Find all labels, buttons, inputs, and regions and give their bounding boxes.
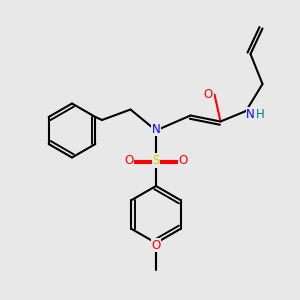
Text: S: S xyxy=(152,154,160,167)
Text: N: N xyxy=(152,122,160,136)
Text: O: O xyxy=(152,238,160,252)
Text: O: O xyxy=(178,154,188,167)
Text: O: O xyxy=(124,154,134,167)
Text: O: O xyxy=(204,88,213,101)
Text: H: H xyxy=(256,107,265,121)
Text: N: N xyxy=(246,107,255,121)
